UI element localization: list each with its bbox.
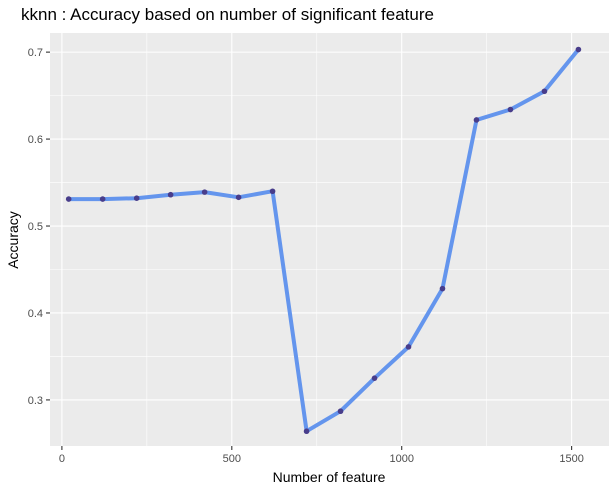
y-tick-label: 0.7 (28, 47, 43, 59)
plot-panel (50, 33, 609, 446)
x-tick-label: 1000 (389, 453, 413, 465)
x-axis-ticks: 0 500 1000 1500 (59, 446, 584, 465)
data-point (541, 88, 548, 95)
minor-gridlines (50, 33, 609, 446)
series-line (66, 47, 581, 434)
data-point (473, 117, 480, 123)
data-point (269, 188, 276, 195)
data-point (507, 106, 514, 113)
data-point (167, 191, 174, 198)
x-tick-label: 1500 (559, 453, 583, 465)
data-point (235, 194, 242, 201)
x-tick-label: 0 (59, 453, 65, 465)
chart-title: kknn : Accuracy based on number of signi… (21, 5, 434, 24)
y-tick-label: 0.6 (28, 134, 43, 146)
data-point (133, 195, 140, 201)
major-gridlines (50, 33, 609, 446)
y-axis-label: Accuracy (5, 211, 21, 269)
series-line-group (66, 47, 581, 434)
data-point (575, 46, 582, 53)
x-tick-label: 500 (223, 453, 241, 465)
x-axis-label: Number of feature (273, 469, 386, 485)
data-point (201, 189, 208, 195)
data-point (439, 285, 446, 292)
data-point (371, 375, 378, 381)
y-tick-label: 0.4 (28, 308, 43, 320)
data-point (405, 344, 412, 350)
data-point (99, 196, 106, 202)
y-tick-label: 0.5 (28, 221, 43, 233)
data-point (303, 428, 310, 435)
y-tick-label: 0.3 (28, 395, 43, 407)
y-axis-ticks: 0.3 0.4 0.5 0.6 0.7 (28, 47, 50, 407)
data-point (337, 408, 344, 415)
data-point (65, 196, 72, 202)
series-points-group (65, 46, 582, 435)
